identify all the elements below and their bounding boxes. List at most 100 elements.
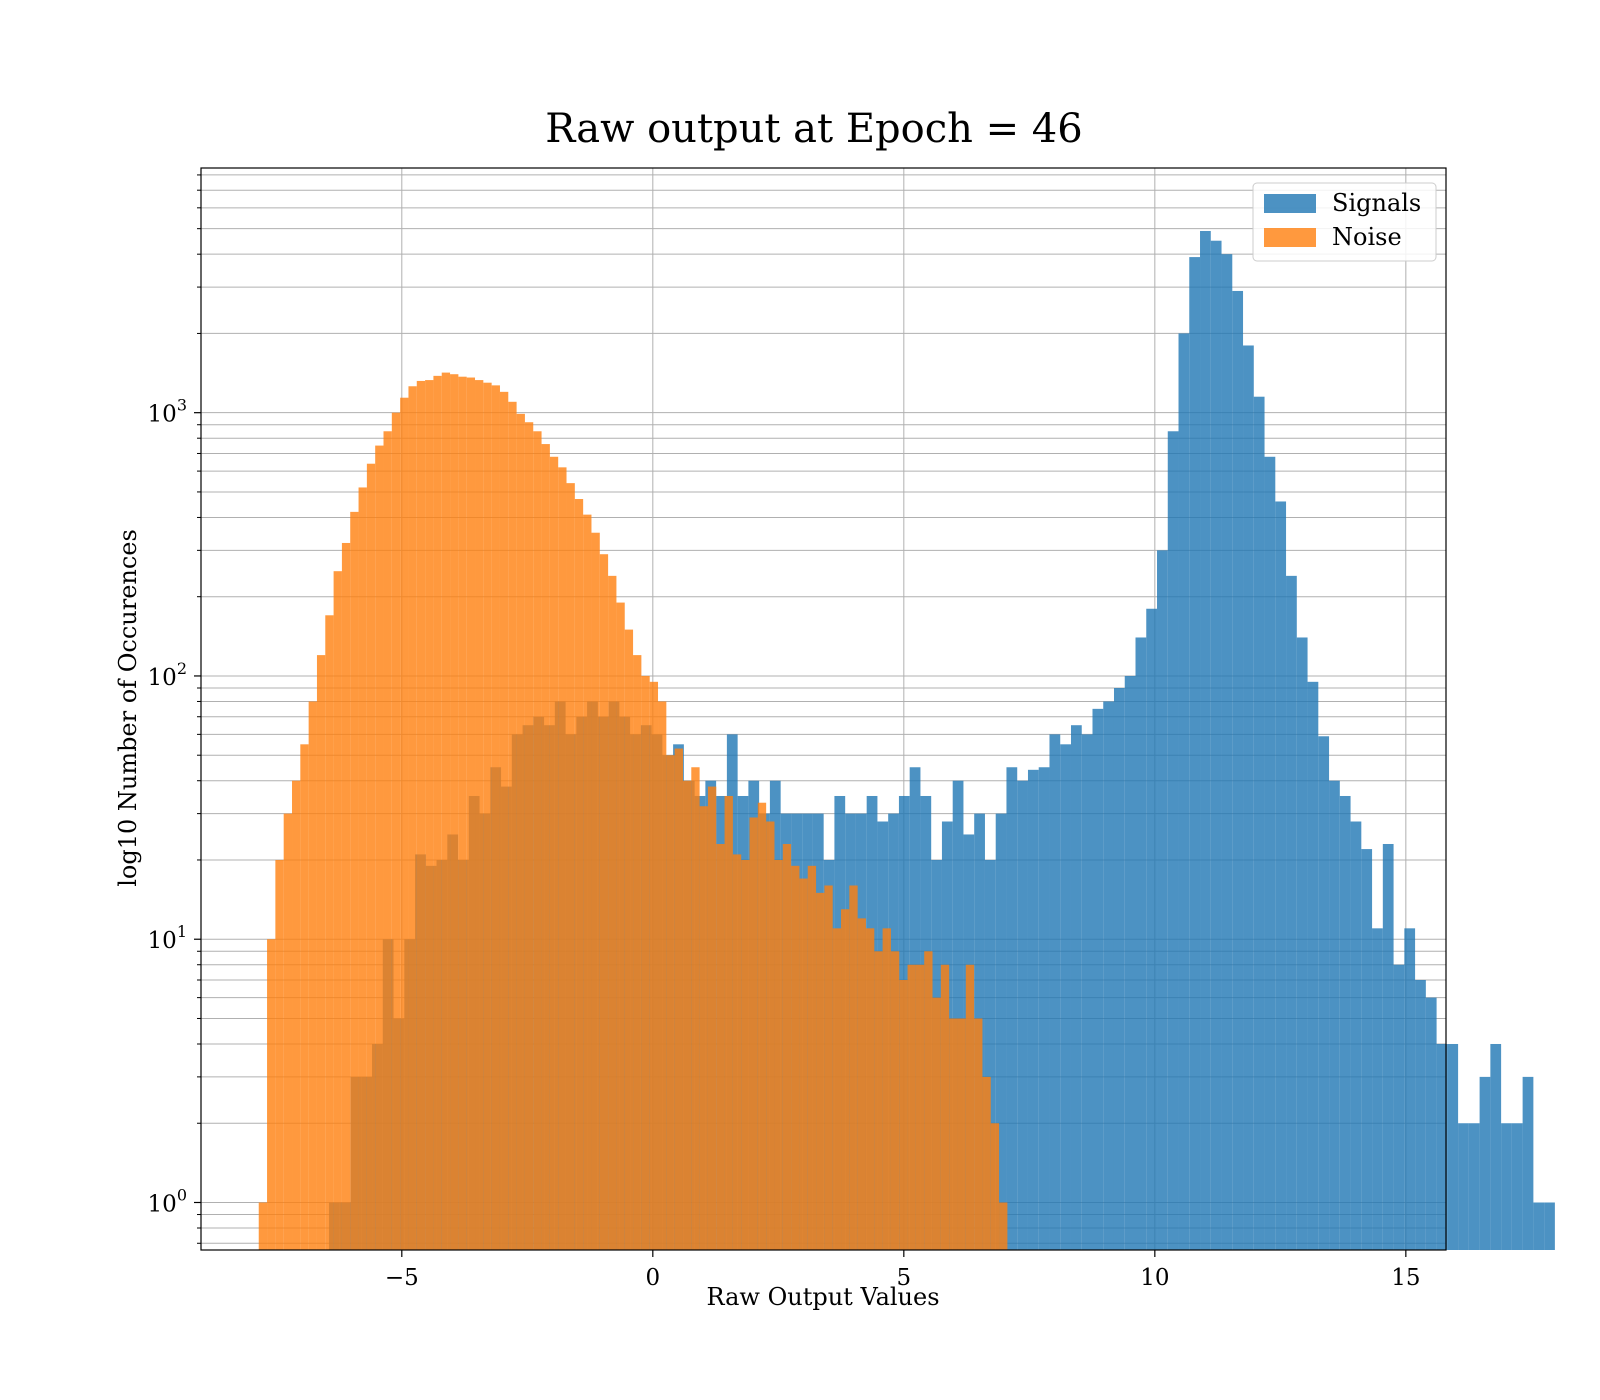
x-tick-label: 15 [1391,1265,1420,1291]
series-noise [258,372,1008,1251]
signals-bar [1017,780,1028,1250]
signals-bar [1189,257,1201,1250]
noise-bar [641,675,650,1250]
noise-bar [425,380,434,1250]
noise-bar [350,511,359,1250]
signals-bar [1350,821,1362,1250]
y-tick-label: 102 [148,659,187,691]
signals-bar [952,780,964,1250]
noise-bar [741,859,750,1250]
noise-bar [874,951,883,1250]
noise-bar [707,786,717,1250]
noise-bar [383,431,392,1251]
noise-bar [300,744,309,1250]
noise-bar [974,1018,983,1250]
signals-bar [1511,1123,1523,1250]
noise-bar [882,928,891,1250]
noise-bar [965,964,975,1250]
noise-bar [316,655,326,1250]
noise-bar [816,892,825,1250]
noise-bar [699,806,708,1250]
signals-bar [1307,681,1319,1250]
signals-bar [1006,767,1018,1250]
legend-label-signals: Signals [1332,189,1421,217]
noise-bar [824,885,833,1250]
signals-bar [1275,501,1287,1250]
noise-bar [940,964,950,1250]
x-tick-label: 10 [1140,1265,1169,1291]
signals-bar [1286,575,1297,1250]
signals-bar [1372,928,1383,1250]
noise-bar [982,1076,991,1250]
noise-bar [508,401,517,1251]
noise-bar [924,951,933,1250]
signals-bar [1479,1076,1491,1250]
noise-bar [433,375,442,1250]
y-tick-label: 103 [148,396,187,428]
signals-bar [1415,980,1426,1250]
signals-bar [1490,1043,1502,1250]
noise-bar [491,385,500,1250]
noise-bar [849,885,858,1250]
noise-bar [782,843,792,1250]
noise-bar [483,382,492,1250]
noise-bar [475,380,484,1250]
noise-bar [341,542,351,1250]
noise-bar [608,575,617,1250]
noise-bar [524,422,534,1250]
signals-bar [1382,843,1394,1250]
noise-bar [267,939,276,1250]
noise-bar [541,444,550,1251]
noise-bar [932,997,941,1250]
noise-bar [774,859,783,1250]
noise-bar [807,865,817,1250]
signals-bar [1221,254,1233,1251]
noise-bar [499,391,509,1250]
legend-swatch-noise [1264,228,1316,247]
signals-bar [1049,734,1061,1250]
noise-bar [691,767,700,1250]
signals-bar [1425,997,1437,1250]
signals-bar [984,859,996,1250]
signals-bar [1253,396,1265,1250]
noise-bar [957,1018,966,1250]
noise-bar [558,467,567,1251]
signals-bar [1113,688,1125,1250]
noise-bar [441,372,451,1250]
signals-bar [1404,928,1416,1250]
noise-bar [674,748,683,1250]
noise-bar [732,854,742,1250]
noise-bar [724,795,733,1250]
signals-bar [1135,637,1147,1250]
signals-bar [1027,769,1039,1250]
signals-bar [1436,1043,1448,1250]
signals-bar [1167,431,1179,1251]
noise-bar [791,865,800,1250]
signals-bar [1447,1043,1459,1250]
noise-bar [533,431,542,1251]
x-axis-label: Raw Output Values [706,1283,939,1311]
noise-bar [375,445,384,1251]
noise-bar [907,964,916,1250]
noise-bar [283,813,293,1250]
noise-bar [408,386,417,1250]
axis-ticks: −5 0 5 10 15 100 101 102 103 [148,174,1420,1291]
signals-bar [1103,701,1114,1250]
noise-bar [624,629,634,1250]
noise-bar [832,928,842,1250]
signals-bar [1468,1123,1480,1250]
signals-bar [1038,767,1050,1250]
signals-bar [1232,290,1244,1250]
noise-bar [649,681,659,1250]
chart-title: Raw output at Epoch = 46 [545,106,1082,152]
signals-bar [1178,333,1190,1250]
noise-bar [857,918,866,1250]
noise-bar [716,843,725,1250]
noise-bar [999,1202,1008,1250]
y-tick-label: 101 [148,922,187,954]
legend: Signals Noise [1252,182,1437,262]
signals-bar [1339,795,1351,1250]
noise-bar [799,878,808,1250]
signals-bar [1092,708,1104,1250]
